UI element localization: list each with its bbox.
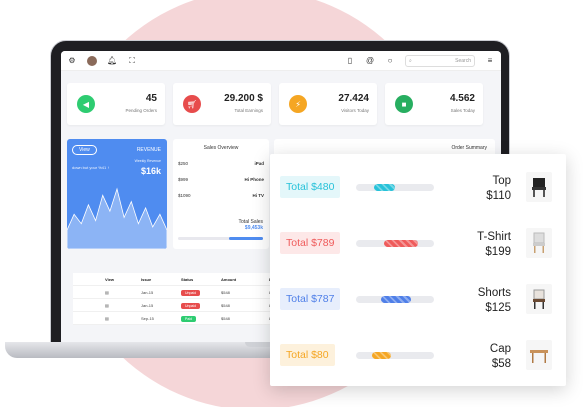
progress-fill (373, 184, 395, 191)
item-price: $58 (491, 358, 511, 370)
at-icon[interactable]: @ (365, 56, 375, 65)
fullscreen-icon[interactable]: ⛶ (129, 55, 135, 65)
total-badge: Total $480 (280, 176, 341, 198)
chair-icon (526, 284, 552, 314)
stat-card-visitors-today[interactable]: ⚡︎ 27.424 Visitors Today (279, 83, 377, 125)
truck-icon: ■ (395, 95, 413, 113)
item-name: Shorts (477, 287, 511, 299)
item-name: T-Shirt (477, 231, 511, 243)
gear-icon[interactable]: ⚙ (68, 56, 76, 65)
summary-item[interactable]: Total $787 Shorts $125 (270, 276, 566, 332)
sales-overview-card: Sales Overview $250 iPad $999 Hi Phone $… (173, 139, 269, 249)
table-icon (526, 340, 552, 370)
bell-icon[interactable]: 🔔︎ (107, 56, 118, 65)
status-badge: Unpaid (181, 289, 201, 296)
revenue-title: REVENUE (136, 147, 161, 153)
order-summary-title: Order Summary (451, 145, 487, 151)
megaphone-icon: ◀ (77, 95, 95, 113)
status-badge: Unpaid (181, 302, 201, 309)
summary-item[interactable]: Total $80 Cap $58 (270, 332, 566, 388)
topbar: ⚙ 🔔︎ ⛶ ▯ @ ○ ⌕ Search ≡ (61, 51, 501, 71)
sale-row[interactable]: $250 iPad (178, 161, 264, 166)
item-name: Top (492, 175, 511, 187)
chat-icon[interactable]: ○ (387, 56, 393, 65)
stats-row: ◀ 45 Pending Orders 🛒︎ 29.200 $ Total Ea… (67, 83, 483, 125)
progress-fill (384, 240, 419, 247)
sales-progress-bar (178, 237, 263, 240)
sales-overview-title: Sales Overview (203, 145, 239, 151)
menu-icon[interactable]: ≡ (487, 56, 493, 65)
cart-icon: 🛒︎ (183, 95, 201, 113)
search-input[interactable]: ⌕ Search (405, 54, 475, 67)
view-icon[interactable]: ▤ (105, 289, 109, 295)
revenue-area (67, 187, 167, 249)
item-name: Cap (489, 343, 511, 355)
item-price: $199 (485, 246, 511, 258)
status-badge: Paid (181, 315, 197, 322)
summary-item[interactable]: Total $789 T-Shirt $199 (270, 220, 566, 276)
sale-row[interactable]: $1090 Hi TV (178, 193, 264, 198)
clipboard-icon[interactable]: ▯ (347, 56, 353, 65)
product-summary-card: Total $480 Top $110 Total $789 T-Shirt $19… (270, 154, 566, 386)
revenue-card: View REVENUE Weekly Revenue $16k down bu… (67, 139, 167, 249)
stat-card-sales-today[interactable]: ■ 4.562 Sales Today (385, 83, 483, 125)
progress-track (356, 296, 434, 303)
total-badge: Total $80 (280, 344, 335, 366)
stat-card-total-earnings[interactable]: 🛒︎ 29.200 $ Total Earnings (173, 83, 271, 125)
progress-fill (371, 352, 392, 359)
total-badge: Total $787 (280, 288, 341, 310)
item-price: $125 (485, 302, 511, 314)
progress-track (356, 184, 434, 191)
chair-icon (526, 172, 552, 202)
chair-icon (526, 228, 552, 258)
progress-track (356, 352, 434, 359)
search-icon: ⌕ (409, 57, 412, 64)
revenue-subtitle: Weekly Revenue (134, 159, 161, 163)
total-badge: Total $789 (280, 232, 341, 254)
bolt-icon: ⚡︎ (289, 95, 307, 113)
revenue-chart (67, 187, 167, 249)
view-icon[interactable]: ▤ (105, 315, 109, 321)
sales-total: Total Sales $9,453k (238, 219, 263, 231)
view-icon[interactable]: ▤ (105, 302, 109, 308)
summary-item[interactable]: Total $480 Top $110 (270, 164, 566, 220)
progress-track (356, 240, 434, 247)
progress-fill (380, 296, 411, 303)
revenue-note: down but your %41 ↑ (72, 165, 110, 170)
sale-row[interactable]: $999 Hi Phone (178, 177, 264, 182)
view-button[interactable]: View (72, 145, 97, 155)
revenue-value: $16k (140, 166, 161, 176)
avatar[interactable] (87, 55, 97, 66)
item-price: $110 (486, 190, 511, 202)
stat-card-pending-orders[interactable]: ◀ 45 Pending Orders (67, 83, 165, 125)
